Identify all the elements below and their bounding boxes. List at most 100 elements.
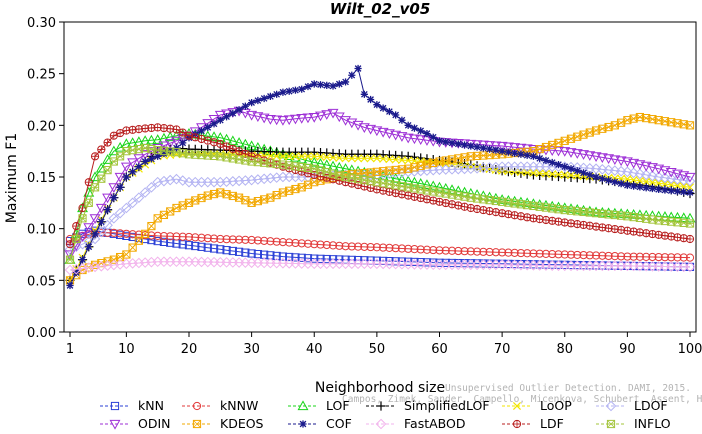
data-point-odin [371, 126, 383, 137]
data-point-kdeos [548, 140, 557, 150]
data-point-odin [665, 167, 677, 178]
data-point-ldof [640, 169, 652, 181]
data-point-inflo [466, 193, 475, 202]
data-point-knnw [128, 230, 137, 239]
data-point-odin [621, 157, 633, 168]
data-point-cof [686, 188, 694, 197]
data-point-odin [590, 152, 602, 162]
data-point-ldof [139, 187, 151, 198]
legend-marker-fastabod [375, 418, 387, 430]
data-point-kdeos [566, 134, 576, 143]
legend-label-kdeos: KDEOS [220, 416, 264, 431]
data-point-ldf [397, 190, 407, 199]
data-point-cof [78, 256, 87, 264]
legend-label-cof: COF [326, 416, 352, 431]
data-point-knnw [379, 243, 388, 252]
data-point-cof [442, 138, 450, 146]
legend-item-kdeos: KDEOS [182, 416, 264, 431]
y-axis-title: Maximum F1 [4, 133, 20, 223]
data-point-cof [216, 116, 224, 124]
data-point-odin [628, 158, 640, 169]
data-point-lof [434, 181, 445, 192]
data-point-odin [89, 214, 101, 224]
data-point-loop [566, 171, 576, 180]
data-point-knnw [366, 242, 375, 252]
data-point-cof [266, 92, 275, 100]
legend-label-lof: LOF [326, 398, 350, 413]
data-point-cof [417, 127, 425, 135]
data-point-knn [335, 255, 344, 264]
data-point-knnw [472, 247, 482, 256]
data-point-odin [496, 141, 508, 152]
data-point-loop [372, 154, 381, 163]
data-point-cof [479, 144, 487, 152]
data-point-cof [630, 182, 638, 190]
legend-marker-odin [109, 419, 121, 430]
data-point-knn [278, 252, 288, 261]
y-tick-label: 0.10 [27, 223, 56, 238]
data-point-cof [323, 81, 331, 89]
data-point-cof [661, 186, 669, 194]
data-point-lof [390, 173, 402, 183]
data-point-ldf [78, 203, 87, 213]
data-point-ldof [96, 226, 107, 238]
data-point-knnw [479, 247, 488, 256]
data-point-odin [634, 160, 646, 171]
data-point-odin [603, 154, 615, 165]
data-point-cof [273, 90, 281, 98]
data-point-cof [122, 173, 130, 181]
data-point-knnw [122, 229, 131, 238]
data-point-knnw [466, 247, 475, 256]
data-point-ldof [653, 171, 664, 183]
legend-item-knnw: kNNW [182, 398, 258, 413]
data-point-odin [139, 150, 151, 160]
data-point-odin [578, 150, 589, 160]
data-point-cof [473, 143, 481, 151]
data-point-loop [322, 153, 331, 162]
data-point-odin [565, 148, 577, 158]
legend-label-simplifiedlof: SimplifiedLOF [404, 398, 490, 413]
data-point-knnw [629, 252, 638, 261]
data-point-knn [310, 254, 319, 263]
data-point-ldf [673, 233, 682, 242]
y-tick-label: 0.20 [27, 119, 56, 134]
data-point-ldf [341, 178, 350, 187]
data-point-knnw [429, 245, 438, 255]
data-point-odin [584, 151, 596, 161]
data-point-odin [553, 146, 564, 157]
data-point-odin [365, 124, 377, 135]
data-point-lof [421, 179, 433, 189]
data-point-ldof [152, 176, 163, 188]
data-point-knnw [610, 252, 619, 261]
data-point-knnw [291, 238, 300, 248]
data-point-knnw [234, 235, 244, 244]
data-point-odin [83, 223, 95, 233]
data-point-inflo [109, 157, 118, 166]
data-point-cof [529, 152, 538, 160]
data-point-knn [222, 246, 231, 255]
legend-label-ldof: LDOF [634, 398, 668, 413]
data-point-loop [404, 156, 413, 165]
data-point-loop [560, 170, 569, 179]
x-tick-label: 40 [306, 342, 323, 357]
data-point-knnw [247, 235, 256, 245]
data-point-cof [254, 96, 262, 105]
x-tick-label: 1 [66, 342, 74, 357]
data-point-loop [397, 156, 406, 165]
data-point-odin [402, 133, 414, 144]
data-point-cof [410, 124, 419, 132]
data-point-cof [561, 163, 569, 171]
data-point-cof [454, 140, 462, 148]
data-point-knnw [554, 250, 563, 259]
data-point-cof [116, 183, 124, 191]
data-point-inflo [97, 174, 106, 183]
legend-label-inflo: INFLO [634, 416, 671, 431]
data-point-knn [197, 242, 206, 251]
data-point-knn [228, 246, 237, 256]
data-point-cof [160, 149, 168, 158]
data-point-cof [467, 142, 475, 150]
data-point-ldf [184, 131, 194, 140]
data-point-loop [266, 151, 275, 160]
data-point-knnw [328, 241, 338, 250]
data-point-knnw [297, 239, 306, 248]
